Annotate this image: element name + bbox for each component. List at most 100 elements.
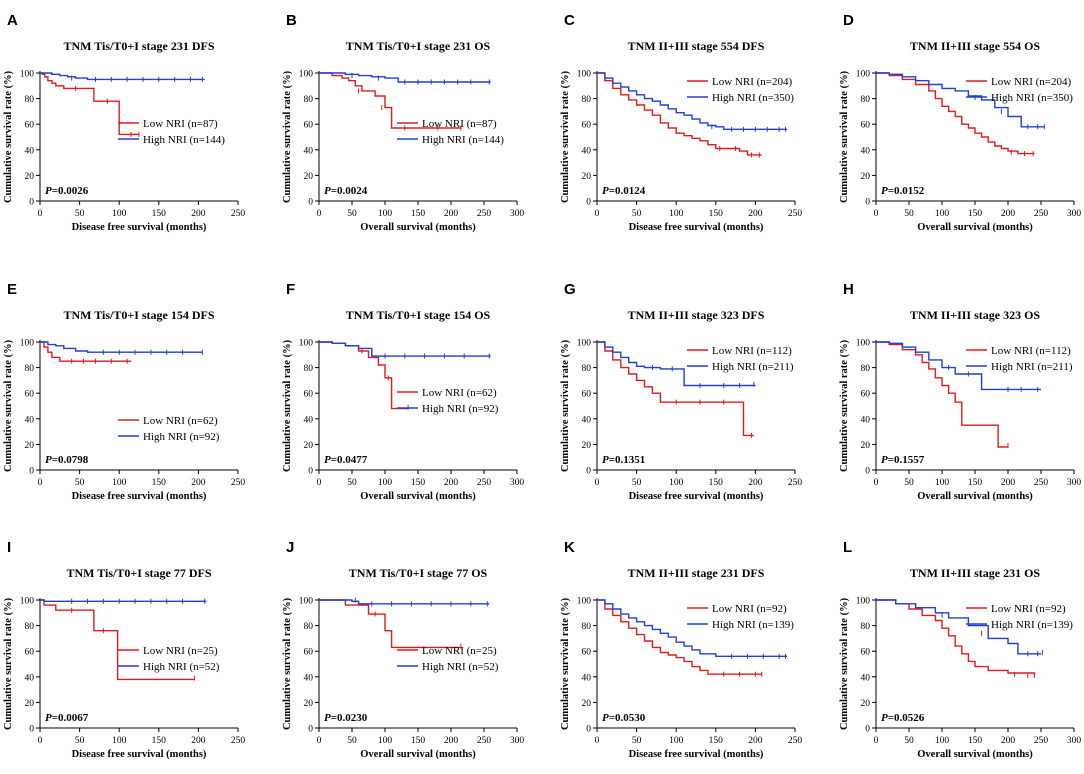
y-tick-label: 40 bbox=[861, 146, 871, 156]
x-tick-label: 100 bbox=[669, 736, 684, 746]
y-tick-label: 80 bbox=[304, 622, 314, 632]
survival-curve-high-nri bbox=[40, 72, 205, 81]
x-tick-label: 50 bbox=[75, 209, 85, 219]
x-tick-label: 150 bbox=[709, 478, 724, 488]
x-tick-label: 50 bbox=[75, 736, 85, 746]
x-tick-label: 300 bbox=[510, 736, 525, 746]
chart-title: TNM Tis/T0+I stage 154 OS bbox=[346, 308, 491, 322]
survival-curve-low-nri bbox=[40, 599, 195, 681]
chart-title: TNM Tis/T0+I stage 231 DFS bbox=[63, 39, 214, 53]
x-tick-label: 0 bbox=[595, 736, 600, 746]
y-tick-label: 40 bbox=[582, 415, 592, 425]
x-tick-label: 150 bbox=[709, 209, 724, 219]
y-axis-label: Cumulative survival rate (%) bbox=[560, 70, 571, 203]
x-tick-label: 100 bbox=[378, 209, 393, 219]
x-tick-label: 200 bbox=[748, 478, 763, 488]
x-tick-label: 250 bbox=[477, 209, 492, 219]
p-number: =0.0024 bbox=[331, 185, 368, 197]
y-tick-label: 60 bbox=[582, 121, 592, 131]
x-tick-label: 300 bbox=[1067, 736, 1082, 746]
survival-curve-high-nri bbox=[319, 72, 491, 83]
panel-letter: G bbox=[564, 281, 576, 298]
x-tick-label: 200 bbox=[444, 209, 459, 219]
x-tick-label: 150 bbox=[152, 736, 167, 746]
x-tick-label: 300 bbox=[1067, 478, 1082, 488]
p-symbol: P bbox=[324, 712, 331, 724]
y-tick-label: 0 bbox=[308, 198, 313, 208]
p-symbol: P bbox=[602, 712, 609, 724]
y-tick-label: 100 bbox=[20, 597, 35, 607]
legend-label-low-nri: Low NRI (n=87) bbox=[143, 118, 218, 130]
y-tick-label: 40 bbox=[304, 415, 314, 425]
x-axis-label: Overall survival (months) bbox=[360, 491, 476, 502]
x-axis-label: Disease free survival (months) bbox=[629, 222, 764, 233]
survival-curve-high-nri bbox=[597, 72, 788, 130]
p-value: P=0.0530 bbox=[602, 712, 646, 724]
y-tick-label: 0 bbox=[308, 467, 313, 477]
y-tick-label: 40 bbox=[582, 146, 592, 156]
y-tick-label: 0 bbox=[29, 198, 34, 208]
chart-title: TNM II+III stage 231 OS bbox=[910, 566, 1041, 580]
legend-label-high-nri: High NRI (n=144) bbox=[422, 134, 504, 146]
x-tick-label: 100 bbox=[378, 478, 393, 488]
x-tick-label: 100 bbox=[378, 736, 393, 746]
y-tick-label: 20 bbox=[861, 441, 871, 451]
survival-curve-low-nri bbox=[319, 72, 461, 129]
x-tick-label: 100 bbox=[935, 209, 950, 219]
y-tick-label: 20 bbox=[25, 441, 35, 451]
legend-label-high-nri: High NRI (n=92) bbox=[143, 431, 220, 443]
y-tick-label: 20 bbox=[582, 441, 592, 451]
x-tick-label: 250 bbox=[231, 209, 246, 219]
y-tick-label: 40 bbox=[25, 415, 35, 425]
legend-label-high-nri: High NRI (n=350) bbox=[712, 92, 794, 104]
p-number: =0.1351 bbox=[609, 454, 646, 466]
chart-title: TNM Tis/T0+I stage 77 DFS bbox=[66, 566, 211, 580]
x-axis-label: Overall survival (months) bbox=[917, 491, 1033, 502]
p-symbol: P bbox=[602, 185, 609, 197]
p-value: P=0.1351 bbox=[602, 454, 645, 466]
legend-label-low-nri: Low NRI (n=204) bbox=[991, 76, 1071, 88]
panel-letter: F bbox=[286, 281, 295, 298]
survival-curve-low-nri bbox=[319, 341, 409, 410]
survival-curve-high-nri bbox=[876, 72, 1045, 128]
x-tick-label: 0 bbox=[38, 209, 43, 219]
x-axis-label: Overall survival (months) bbox=[917, 749, 1033, 760]
p-number: =0.0530 bbox=[609, 712, 646, 724]
x-tick-label: 250 bbox=[231, 736, 246, 746]
p-value: P=0.0152 bbox=[881, 185, 925, 197]
y-tick-label: 20 bbox=[582, 699, 592, 709]
p-symbol: P bbox=[881, 712, 888, 724]
x-tick-label: 200 bbox=[191, 478, 206, 488]
y-tick-label: 0 bbox=[29, 467, 34, 477]
x-tick-label: 250 bbox=[477, 478, 492, 488]
x-tick-label: 0 bbox=[317, 209, 322, 219]
x-tick-label: 250 bbox=[1034, 478, 1049, 488]
p-value: P=0.0124 bbox=[602, 185, 646, 197]
y-tick-label: 100 bbox=[577, 339, 592, 349]
x-tick-label: 250 bbox=[788, 736, 803, 746]
legend-label-low-nri: Low NRI (n=62) bbox=[422, 387, 497, 399]
y-tick-label: 40 bbox=[582, 673, 592, 683]
legend-label-low-nri: Low NRI (n=92) bbox=[712, 603, 787, 615]
p-number: =0.0230 bbox=[331, 712, 368, 724]
x-tick-label: 150 bbox=[968, 209, 983, 219]
y-tick-label: 60 bbox=[582, 648, 592, 658]
x-axis-label: Overall survival (months) bbox=[360, 749, 476, 760]
y-tick-label: 60 bbox=[25, 648, 35, 658]
y-tick-label: 80 bbox=[861, 95, 871, 105]
y-tick-label: 20 bbox=[304, 172, 314, 182]
legend-label-high-nri: High NRI (n=52) bbox=[143, 661, 220, 673]
y-tick-label: 100 bbox=[20, 339, 35, 349]
p-number: =0.0798 bbox=[52, 454, 89, 466]
chart-title: TNM II+III stage 323 DFS bbox=[628, 308, 765, 322]
p-number: =0.0067 bbox=[52, 712, 89, 724]
x-tick-label: 100 bbox=[669, 209, 684, 219]
x-tick-label: 300 bbox=[510, 209, 525, 219]
